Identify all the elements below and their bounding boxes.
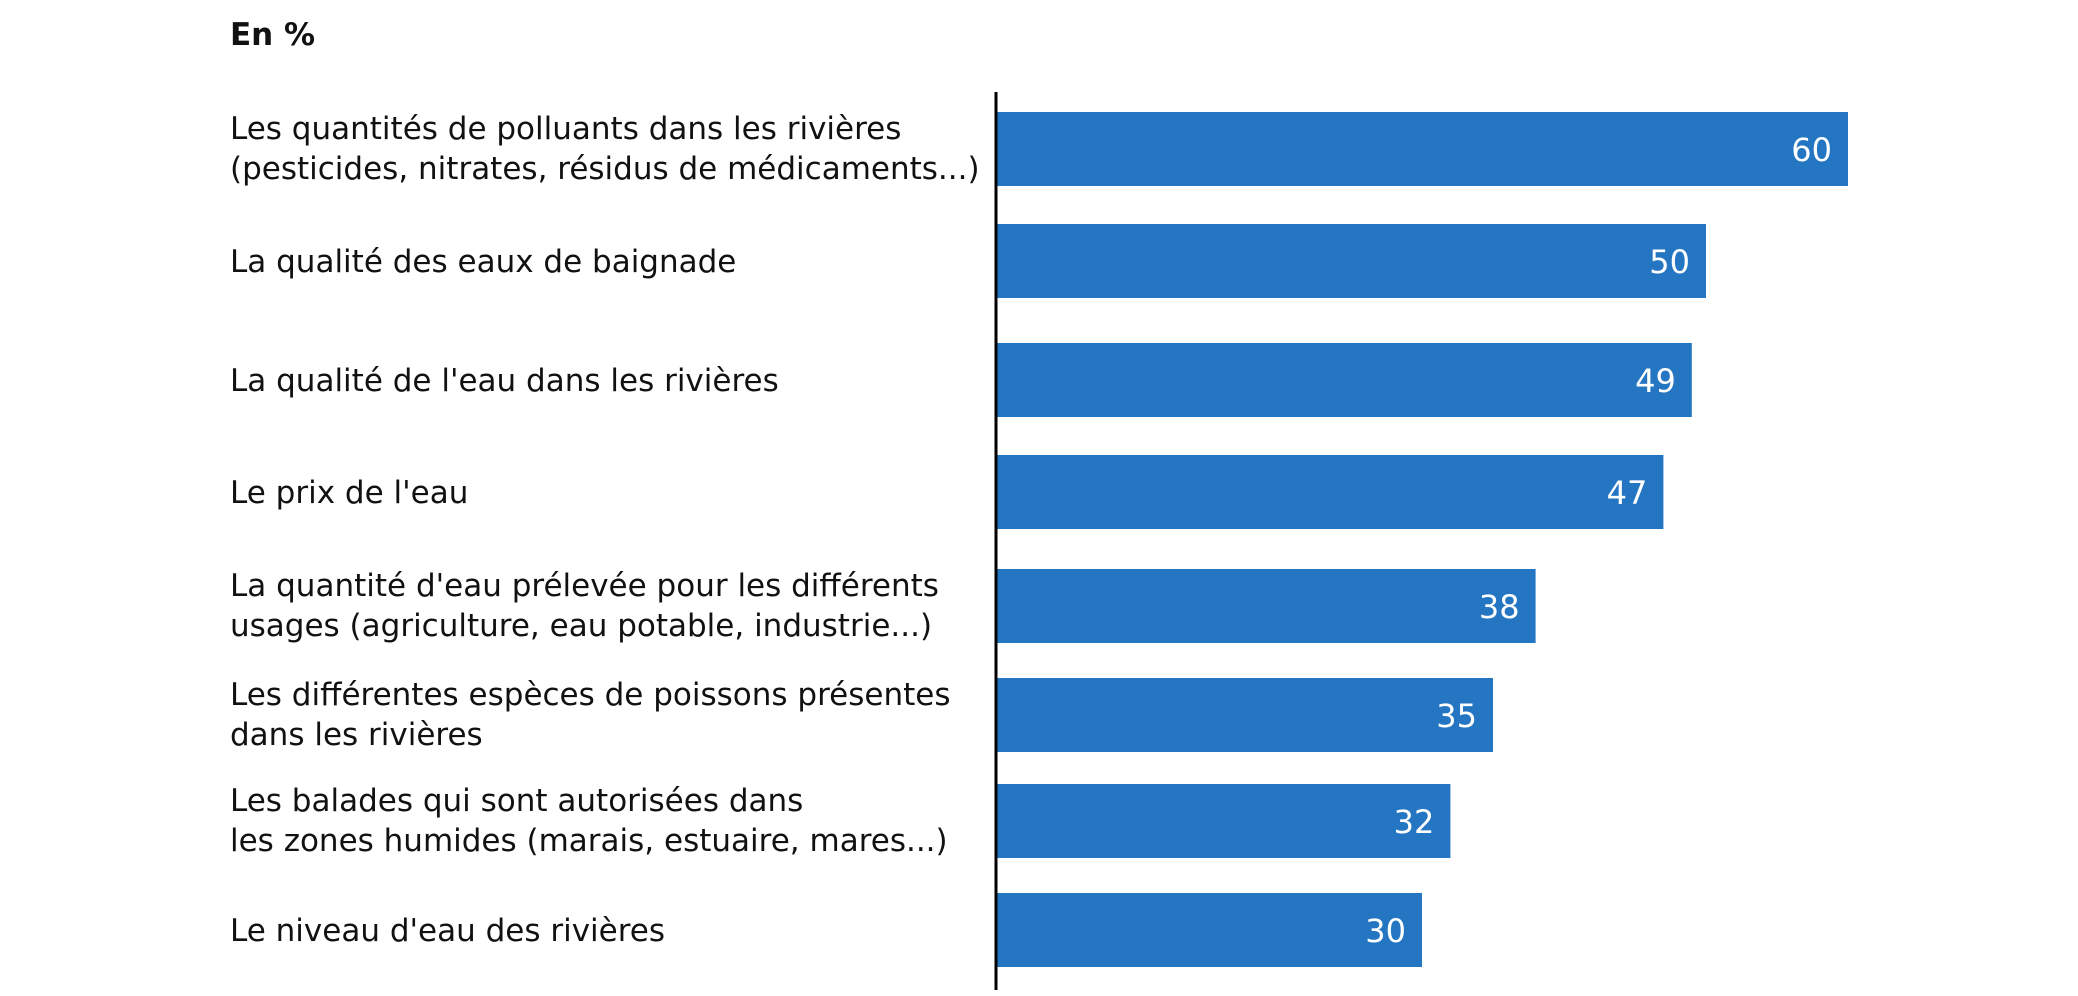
bar-4 [996,455,1664,529]
category-label-3-line-1: La qualité de l'eau dans les rivières [230,363,779,399]
value-label-8: 30 [1365,912,1406,950]
category-label-6: Les différentes espèces de poissons prés… [230,677,950,753]
category-label-4: Le prix de l'eau [230,475,468,511]
category-label-7: Les balades qui sont autorisées dans les … [230,783,948,859]
value-label-1: 60 [1791,131,1832,169]
category-label-2: La qualité des eaux de baignade [230,244,736,280]
category-label-1-line-1: Les quantités de polluants dans les rivi… [230,111,901,147]
category-label-1: Les quantités de polluants dans les rivi… [230,111,980,187]
category-label-8: Le niveau d'eau des rivières [230,913,665,949]
category-label-7-line-1: Les balades qui sont autorisées dans [230,783,803,819]
unit-label: En % [230,17,315,53]
category-label-5: La quantité d'eau prélevée pour les diff… [230,568,939,644]
value-label-6: 35 [1436,697,1477,735]
category-label-3: La qualité de l'eau dans les rivières [230,363,779,399]
bar-2 [996,224,1706,298]
category-label-8-line-1: Le niveau d'eau des rivières [230,913,665,949]
category-labels-group: Les quantités de polluants dans les rivi… [230,111,980,949]
bars-group [996,112,1848,967]
bar-8 [996,893,1422,967]
value-label-5: 38 [1479,588,1520,626]
value-label-3: 49 [1635,362,1676,400]
category-label-1-line-2: (pesticides, nitrates, résidus de médica… [230,151,980,187]
value-label-2: 50 [1649,243,1690,281]
bar-1 [996,112,1848,186]
category-label-5-line-2: usages (agriculture, eau potable, indust… [230,608,932,644]
value-labels-group: 60 50 49 47 38 35 32 30 [1365,131,1832,950]
value-label-4: 47 [1607,474,1648,512]
category-label-7-line-2: les zones humides (marais, estuaire, mar… [230,823,948,859]
bar-3 [996,343,1692,417]
category-label-5-line-1: La quantité d'eau prélevée pour les diff… [230,568,939,604]
category-label-6-line-2: dans les rivières [230,717,483,753]
category-label-6-line-1: Les différentes espèces de poissons prés… [230,677,950,713]
bar-6 [996,678,1493,752]
bar-7 [996,784,1451,858]
bar-5 [996,569,1536,643]
category-label-4-line-1: Le prix de l'eau [230,475,468,511]
category-label-2-line-1: La qualité des eaux de baignade [230,244,736,280]
value-label-7: 32 [1394,803,1435,841]
